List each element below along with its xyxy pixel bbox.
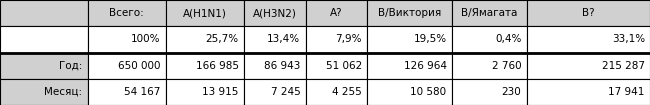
Text: 19,5%: 19,5%: [413, 34, 447, 44]
Text: 13,4%: 13,4%: [267, 34, 300, 44]
Bar: [452, 79, 526, 105]
Bar: [526, 79, 650, 105]
Text: В?: В?: [582, 8, 595, 18]
Text: 230: 230: [502, 87, 521, 97]
Bar: [244, 79, 306, 105]
Text: В/Виктория: В/Виктория: [378, 8, 441, 18]
Text: 2 760: 2 760: [491, 61, 521, 71]
Text: 13 915: 13 915: [202, 87, 239, 97]
Bar: [526, 52, 650, 79]
Bar: [166, 26, 244, 52]
Bar: [88, 79, 166, 105]
Bar: [367, 26, 452, 52]
Text: 166 985: 166 985: [196, 61, 239, 71]
Bar: [452, 52, 526, 79]
Bar: [244, 0, 306, 26]
Text: Год:: Год:: [59, 61, 83, 71]
Text: 7,9%: 7,9%: [335, 34, 362, 44]
Bar: [166, 79, 244, 105]
Text: 33,1%: 33,1%: [612, 34, 645, 44]
Text: А?: А?: [330, 8, 343, 18]
Bar: [367, 0, 452, 26]
Bar: [0, 52, 88, 79]
Bar: [0, 0, 88, 26]
Text: 17 941: 17 941: [608, 87, 645, 97]
Bar: [306, 0, 367, 26]
Text: 7 245: 7 245: [270, 87, 300, 97]
Bar: [452, 26, 526, 52]
Bar: [0, 26, 88, 52]
Bar: [367, 52, 452, 79]
Text: 126 964: 126 964: [404, 61, 447, 71]
Bar: [306, 79, 367, 105]
Bar: [306, 52, 367, 79]
Text: 4 255: 4 255: [332, 87, 362, 97]
Bar: [526, 26, 650, 52]
Bar: [88, 0, 166, 26]
Text: 0,4%: 0,4%: [495, 34, 521, 44]
Bar: [244, 26, 306, 52]
Bar: [306, 26, 367, 52]
Bar: [367, 79, 452, 105]
Bar: [526, 0, 650, 26]
Text: 54 167: 54 167: [124, 87, 161, 97]
Text: 10 580: 10 580: [410, 87, 447, 97]
Bar: [88, 26, 166, 52]
Text: А(H1N1): А(H1N1): [183, 8, 227, 18]
Text: 51 062: 51 062: [326, 61, 362, 71]
Text: 25,7%: 25,7%: [205, 34, 239, 44]
Bar: [88, 52, 166, 79]
Text: 86 943: 86 943: [264, 61, 300, 71]
Text: Месяц:: Месяц:: [44, 87, 83, 97]
Bar: [166, 52, 244, 79]
Bar: [244, 52, 306, 79]
Text: 100%: 100%: [131, 34, 161, 44]
Bar: [452, 0, 526, 26]
Bar: [0, 79, 88, 105]
Text: 650 000: 650 000: [118, 61, 161, 71]
Text: А(H3N2): А(H3N2): [253, 8, 296, 18]
Bar: [166, 0, 244, 26]
Text: 215 287: 215 287: [602, 61, 645, 71]
Text: Всего:: Всего:: [109, 8, 144, 18]
Text: В/Ямагата: В/Ямагата: [461, 8, 517, 18]
